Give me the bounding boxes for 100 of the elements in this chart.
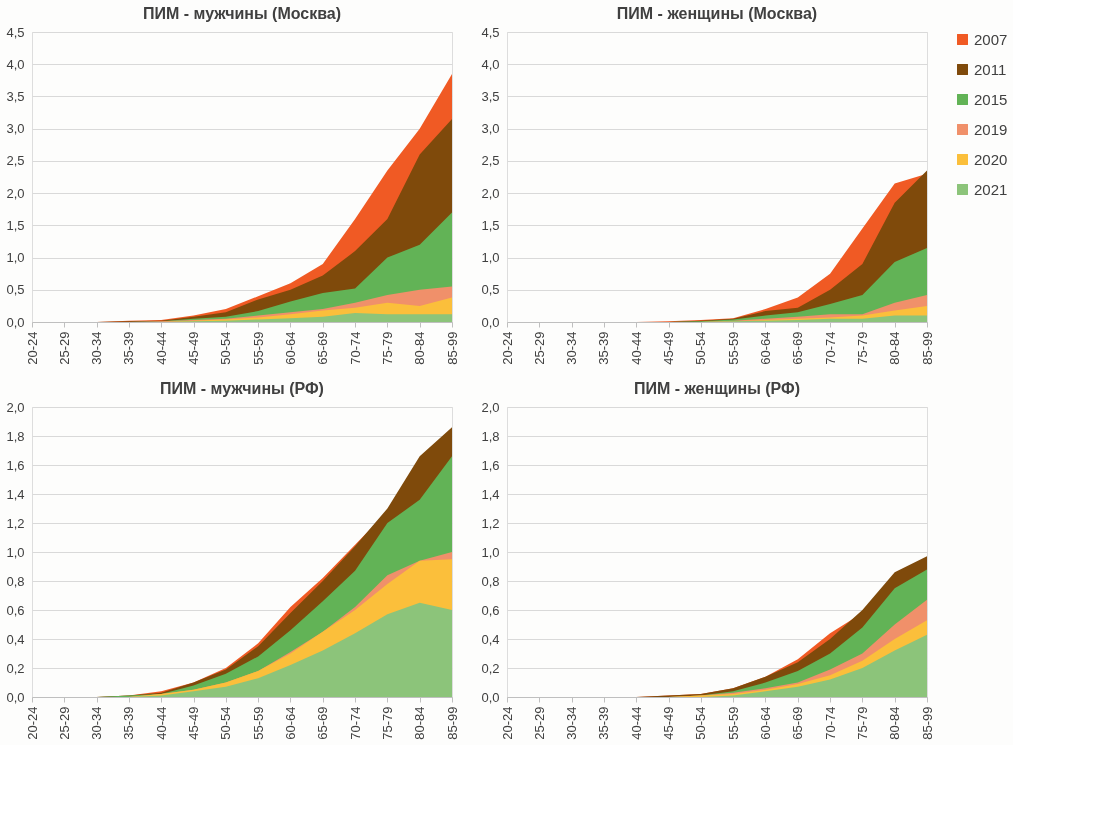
x-tick-label: 30-34: [564, 331, 580, 365]
x-tick-label: 65-69: [315, 706, 331, 740]
x-tick-label: 35-39: [121, 331, 137, 365]
x-tick-label: 55-59: [250, 706, 266, 740]
x-tick-label: 25-29: [531, 331, 547, 365]
chart-title: ПИМ - женщины (РФ): [633, 380, 801, 397]
y-tick-label: 2,0: [6, 185, 25, 201]
x-tick-label: 45-49: [186, 706, 202, 740]
y-tick-label: 1,6: [6, 457, 25, 473]
legend-label: 2011: [974, 60, 1007, 78]
x-tick-label: 60-64: [282, 706, 298, 740]
x-tick-label: 30-34: [89, 331, 105, 365]
x-tick-label: 75-79: [379, 331, 395, 365]
x-tick-label: 80-84: [887, 331, 903, 365]
y-tick-label: 1,6: [481, 457, 500, 473]
x-tick-label: 40-44: [628, 706, 644, 740]
y-tick-label: 0,0: [481, 314, 500, 330]
legend-label: 2019: [974, 120, 1008, 138]
legend-label: 2015: [974, 90, 1008, 108]
x-tick-label: 50-54: [693, 331, 709, 365]
y-tick-label: 4,5: [6, 24, 25, 40]
x-tick-label: 70-74: [822, 331, 838, 365]
x-tick-label: 85-99: [444, 706, 460, 740]
x-tick-label: 60-64: [757, 331, 773, 365]
x-tick-label: 50-54: [693, 706, 709, 740]
x-tick-label: 20-24: [24, 331, 40, 365]
y-tick-label: 3,0: [481, 121, 500, 137]
y-tick-label: 0,0: [481, 689, 500, 705]
y-tick-label: 3,0: [6, 121, 25, 137]
x-tick-label: 25-29: [56, 331, 72, 365]
y-tick-label: 4,0: [481, 56, 500, 72]
x-tick-label: 20-24: [499, 331, 515, 365]
x-tick-label: 35-39: [121, 706, 137, 740]
y-tick-label: 0,0: [6, 689, 25, 705]
x-tick-label: 45-49: [186, 331, 202, 365]
y-tick-label: 3,5: [6, 88, 25, 104]
x-tick-label: 20-24: [499, 706, 515, 740]
y-tick-label: 1,8: [6, 428, 25, 444]
y-tick-label: 3,5: [481, 88, 500, 104]
x-tick-label: 40-44: [628, 331, 644, 365]
y-tick-label: 1,0: [6, 544, 25, 560]
x-tick-label: 35-39: [596, 706, 612, 740]
y-tick-label: 0,6: [481, 602, 500, 618]
x-tick-label: 85-99: [444, 331, 460, 365]
y-tick-label: 2,5: [6, 153, 25, 169]
y-tick-label: 1,0: [481, 544, 500, 560]
x-tick-label: 70-74: [347, 331, 363, 365]
x-tick-label: 80-84: [887, 706, 903, 740]
y-tick-label: 2,5: [481, 153, 500, 169]
y-tick-label: 0,4: [6, 631, 25, 647]
x-tick-label: 85-99: [919, 706, 935, 740]
x-tick-label: 25-29: [531, 706, 547, 740]
x-tick-label: 55-59: [725, 331, 741, 365]
x-tick-label: 65-69: [790, 706, 806, 740]
x-tick-label: 30-34: [89, 706, 105, 740]
legend-label: 2021: [974, 180, 1008, 198]
y-tick-label: 4,0: [6, 56, 25, 72]
y-tick-label: 0,5: [481, 282, 500, 298]
legend-label: 2007: [974, 30, 1008, 48]
legend-label: 2020: [974, 150, 1008, 168]
x-tick-label: 75-79: [379, 706, 395, 740]
x-tick-label: 65-69: [315, 331, 331, 365]
y-tick-label: 0,0: [6, 314, 25, 330]
x-tick-label: 50-54: [218, 706, 234, 740]
y-tick-label: 0,2: [481, 660, 500, 676]
y-tick-label: 1,2: [481, 515, 500, 531]
x-tick-label: 55-59: [725, 706, 741, 740]
x-tick-label: 80-84: [412, 331, 428, 365]
x-tick-label: 70-74: [822, 706, 838, 740]
x-tick-label: 30-34: [564, 706, 580, 740]
x-tick-label: 25-29: [56, 706, 72, 740]
x-tick-label: 45-49: [661, 331, 677, 365]
y-tick-label: 1,2: [6, 515, 25, 531]
y-tick-label: 0,5: [6, 282, 25, 298]
y-tick-label: 0,8: [481, 573, 500, 589]
y-tick-label: 0,4: [481, 631, 500, 647]
x-tick-label: 40-44: [153, 331, 169, 365]
y-tick-label: 2,0: [6, 399, 25, 415]
y-tick-label: 1,5: [6, 217, 25, 233]
chart-title: ПИМ - женщины (Москва): [616, 5, 818, 22]
y-tick-label: 2,0: [481, 185, 500, 201]
y-tick-label: 0,2: [6, 660, 25, 676]
x-tick-label: 55-59: [250, 331, 266, 365]
x-tick-label: 70-74: [347, 706, 363, 740]
y-tick-label: 0,8: [6, 573, 25, 589]
x-tick-label: 50-54: [218, 331, 234, 365]
y-tick-label: 2,0: [481, 399, 500, 415]
y-tick-label: 1,8: [481, 428, 500, 444]
x-tick-label: 80-84: [412, 706, 428, 740]
y-tick-label: 1,4: [481, 486, 500, 502]
x-tick-label: 60-64: [757, 706, 773, 740]
x-tick-label: 45-49: [661, 706, 677, 740]
x-tick-label: 75-79: [854, 331, 870, 365]
y-tick-label: 1,0: [481, 250, 500, 266]
x-tick-label: 75-79: [854, 706, 870, 740]
chart-title: ПИМ - мужчины (РФ): [160, 380, 324, 397]
y-tick-label: 4,5: [481, 24, 500, 40]
y-tick-label: 1,0: [6, 250, 25, 266]
y-tick-label: 0,6: [6, 602, 25, 618]
x-tick-label: 40-44: [153, 706, 169, 740]
